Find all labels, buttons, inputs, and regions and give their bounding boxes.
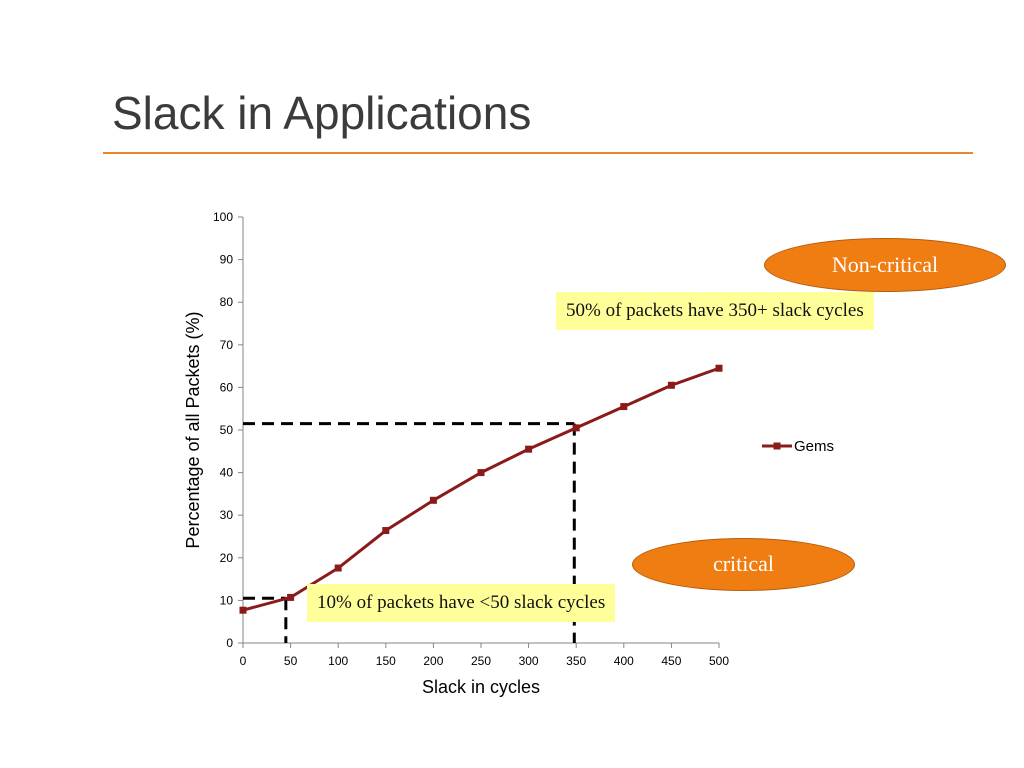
data-point xyxy=(525,445,533,453)
data-point xyxy=(715,364,723,372)
slide-title: Slack in Applications xyxy=(112,87,532,139)
non-critical-ellipse: Non-critical xyxy=(764,238,1006,292)
x-axis-label: Slack in cycles xyxy=(422,677,540,697)
legend-label: Gems xyxy=(794,438,834,455)
data-point xyxy=(667,381,675,389)
critical-ellipse: critical xyxy=(632,538,855,591)
data-point xyxy=(287,593,295,601)
y-tick-label: 70 xyxy=(220,338,234,352)
x-tick-label: 150 xyxy=(376,654,396,668)
x-tick-label: 400 xyxy=(614,654,634,668)
legend-marker xyxy=(773,442,781,450)
x-tick-label: 250 xyxy=(471,654,491,668)
y-tick-label: 40 xyxy=(220,466,234,480)
y-tick-label: 30 xyxy=(220,508,234,522)
x-tick-label: 350 xyxy=(566,654,586,668)
y-tick-label: 80 xyxy=(220,295,234,309)
x-tick-label: 450 xyxy=(661,654,681,668)
y-tick-label: 60 xyxy=(220,380,234,394)
callout-50-slack: 10% of packets have <50 slack cycles xyxy=(307,584,616,622)
x-tick-label: 200 xyxy=(423,654,443,668)
y-tick-label: 50 xyxy=(220,423,234,437)
x-tick-label: 50 xyxy=(284,654,298,668)
y-axis-label: Percentage of all Packets (%) xyxy=(183,311,203,548)
data-point xyxy=(239,606,247,614)
data-point xyxy=(572,424,580,432)
y-tick-label: 20 xyxy=(220,551,234,565)
data-point xyxy=(620,403,628,411)
data-point xyxy=(477,469,485,477)
callout-350-slack: 50% of packets have 350+ slack cycles xyxy=(556,292,874,330)
x-tick-label: 0 xyxy=(240,654,247,668)
data-point xyxy=(429,496,437,504)
x-tick-label: 100 xyxy=(328,654,348,668)
y-tick-label: 100 xyxy=(213,210,233,224)
y-tick-label: 0 xyxy=(226,636,233,650)
data-point xyxy=(382,527,390,535)
y-tick-label: 90 xyxy=(220,253,234,267)
y-tick-label: 10 xyxy=(220,593,234,607)
title-underline xyxy=(103,152,973,154)
x-tick-label: 500 xyxy=(709,654,729,668)
x-tick-label: 300 xyxy=(519,654,539,668)
data-point xyxy=(334,564,342,572)
